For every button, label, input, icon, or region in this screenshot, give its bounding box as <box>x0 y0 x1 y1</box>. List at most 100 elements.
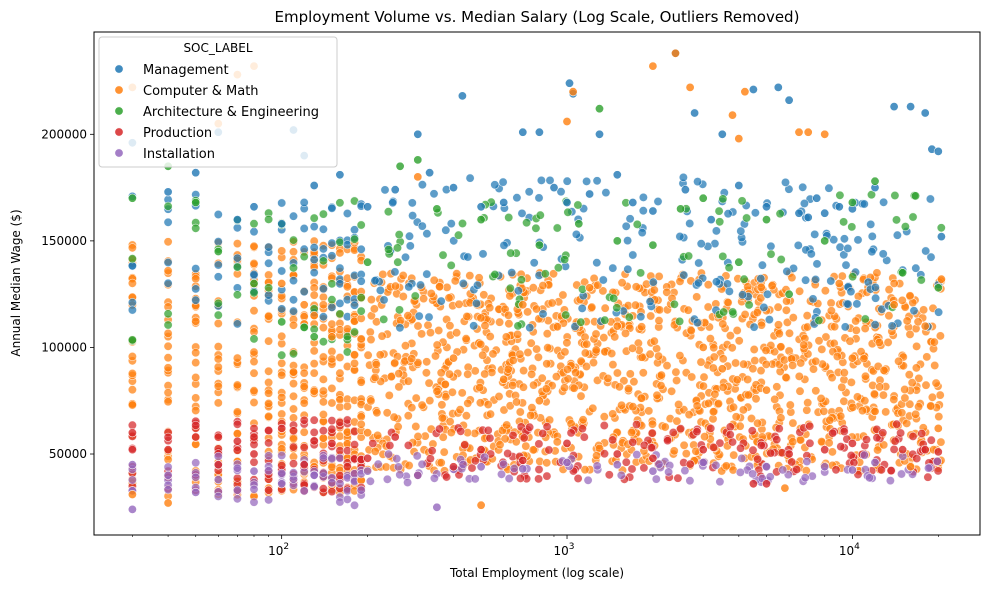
management-point <box>598 275 608 285</box>
x-tick-label: 102 <box>268 542 289 558</box>
management-point <box>734 181 744 191</box>
computer-math-point <box>543 343 553 353</box>
computer-math-point <box>761 359 771 369</box>
computer-math-point <box>581 361 591 371</box>
computer-math-point <box>277 409 287 419</box>
computer-math-point <box>398 270 408 280</box>
computer-math-point <box>796 435 806 445</box>
computer-math-point <box>656 381 666 391</box>
computer-math-point <box>288 379 298 389</box>
computer-math-point <box>654 351 664 361</box>
installation-point <box>318 453 328 463</box>
installation-point <box>318 468 328 478</box>
production-point <box>213 460 223 470</box>
management-point <box>400 252 410 262</box>
computer-math-point <box>309 346 319 356</box>
production-point <box>787 457 797 467</box>
installation-point <box>648 466 658 476</box>
installation-point <box>191 472 201 482</box>
architecture-engineering-point <box>438 250 448 260</box>
computer-math-point <box>795 286 805 296</box>
management-point <box>843 243 853 253</box>
computer-math-point <box>846 377 856 387</box>
computer-math-point <box>619 376 629 386</box>
production-point <box>309 415 319 425</box>
computer-math-point <box>526 410 536 420</box>
computer-math-point <box>652 390 662 400</box>
legend-marker <box>114 127 124 137</box>
installation-point <box>127 504 137 514</box>
installation-point <box>163 470 173 480</box>
computer-math-point <box>417 400 427 410</box>
production-point <box>673 473 683 483</box>
architecture-engineering-point <box>560 255 570 265</box>
installation-point <box>163 485 173 495</box>
computer-math-point <box>335 325 345 335</box>
computer-math-point <box>906 462 916 472</box>
production-point <box>920 445 930 455</box>
architecture-engineering-point <box>309 332 319 342</box>
computer-math-point <box>335 431 345 441</box>
computer-math-point <box>526 338 536 348</box>
management-point <box>390 267 400 277</box>
computer-math-point <box>905 329 915 339</box>
management-point <box>594 129 604 139</box>
architecture-engineering-point <box>309 213 319 223</box>
management-point <box>335 263 345 273</box>
architecture-engineering-point <box>933 283 943 293</box>
architecture-engineering-point <box>356 306 366 316</box>
computer-math-point <box>767 281 777 291</box>
computer-math-point <box>820 129 830 139</box>
management-point <box>379 295 389 305</box>
production-point <box>577 424 587 434</box>
architecture-engineering-point <box>288 235 298 245</box>
installation-point <box>748 469 758 479</box>
management-point <box>835 242 845 252</box>
production-point <box>288 442 298 452</box>
computer-math-point <box>913 317 923 327</box>
management-point <box>921 246 931 256</box>
management-point <box>213 210 223 220</box>
management-point <box>820 208 830 218</box>
installation-point <box>232 463 242 473</box>
management-point <box>335 279 345 289</box>
management-point <box>675 232 685 242</box>
management-point <box>163 278 173 288</box>
management-point <box>525 323 535 333</box>
management-point <box>529 258 539 268</box>
computer-math-point <box>437 400 447 410</box>
computer-math-point <box>919 305 929 315</box>
production-point <box>766 448 776 458</box>
computer-math-point <box>264 377 274 387</box>
computer-math-point <box>264 366 274 376</box>
management-point <box>299 224 309 234</box>
computer-math-point <box>649 336 659 346</box>
computer-math-point <box>499 405 509 415</box>
legend-label: Computer & Math <box>143 84 259 99</box>
installation-point <box>562 457 572 467</box>
management-point <box>490 180 500 190</box>
production-point <box>385 440 395 450</box>
production-point <box>515 473 525 483</box>
computer-math-point <box>580 465 590 475</box>
management-point <box>213 237 223 247</box>
architecture-engineering-point <box>715 217 725 227</box>
management-point <box>920 108 930 118</box>
production-point <box>736 443 746 453</box>
management-point <box>318 224 328 234</box>
installation-point <box>392 454 402 464</box>
computer-math-point <box>452 328 462 338</box>
management-point <box>628 250 638 260</box>
installation-point <box>592 461 602 471</box>
management-point <box>163 257 173 267</box>
computer-math-point <box>513 329 523 339</box>
computer-math-point <box>342 401 352 411</box>
computer-math-point <box>872 268 882 278</box>
management-point <box>678 172 688 182</box>
production-point <box>748 479 758 489</box>
production-point <box>534 464 544 474</box>
computer-math-point <box>740 309 750 319</box>
computer-math-point <box>851 325 861 335</box>
computer-math-point <box>897 295 907 305</box>
architecture-engineering-point <box>676 204 686 214</box>
